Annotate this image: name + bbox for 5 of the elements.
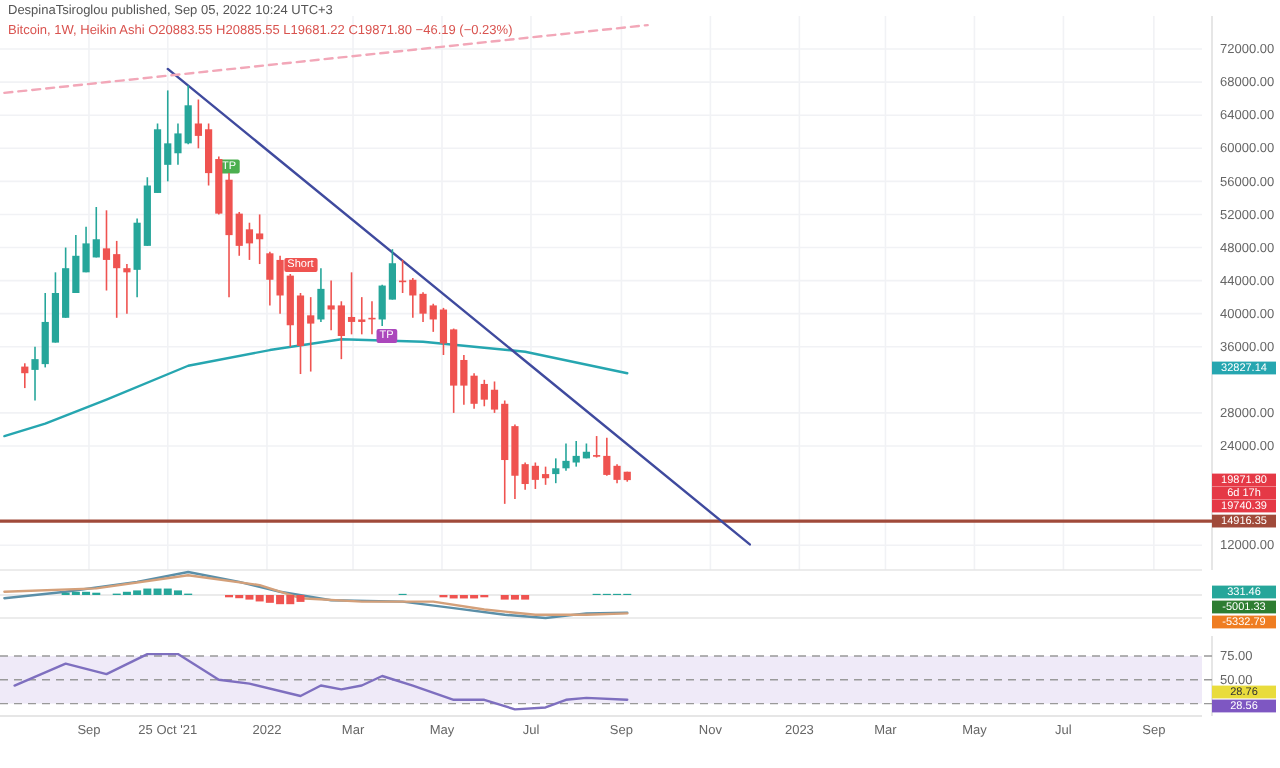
line-series — [3, 338, 629, 438]
line-series — [13, 652, 629, 711]
candlestick — [552, 457, 560, 484]
candlestick — [123, 263, 131, 315]
candlestick — [317, 267, 325, 323]
